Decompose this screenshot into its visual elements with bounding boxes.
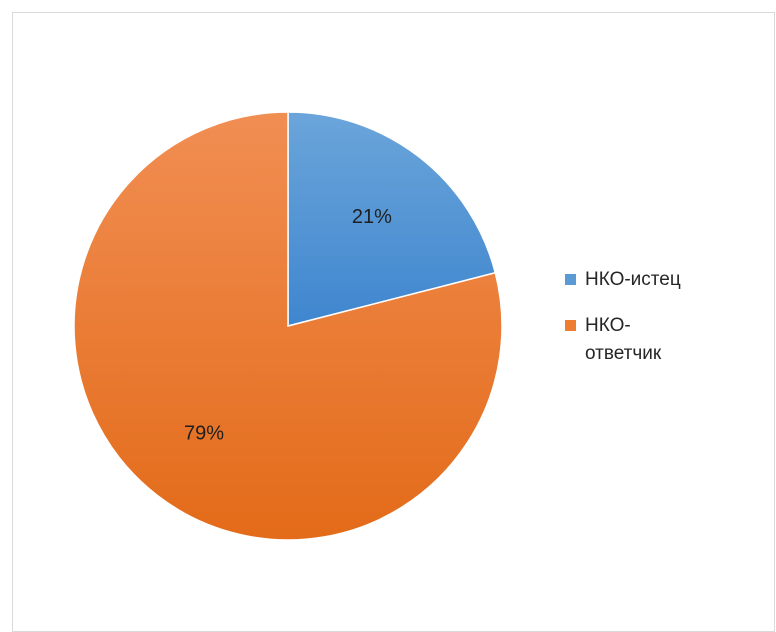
legend-item-defendant: НКО-ответчик: [565, 312, 755, 368]
legend-label-defendant: НКО-ответчик: [585, 315, 662, 364]
pie-slice-plaintiff: [287, 111, 497, 327]
legend-swatch-plaintiff: [565, 274, 576, 285]
legend-swatch-defendant: [565, 320, 576, 331]
pie-slice-defendant: [73, 111, 503, 541]
legend-label-plaintiff: НКО-истец: [585, 269, 681, 290]
data-label-defendant: 79%: [184, 423, 224, 445]
legend-item-plaintiff: НКО-истец: [565, 266, 755, 294]
chart-legend: НКО-истец НКО-ответчик: [565, 266, 755, 368]
data-label-plaintiff: 21%: [352, 206, 392, 228]
